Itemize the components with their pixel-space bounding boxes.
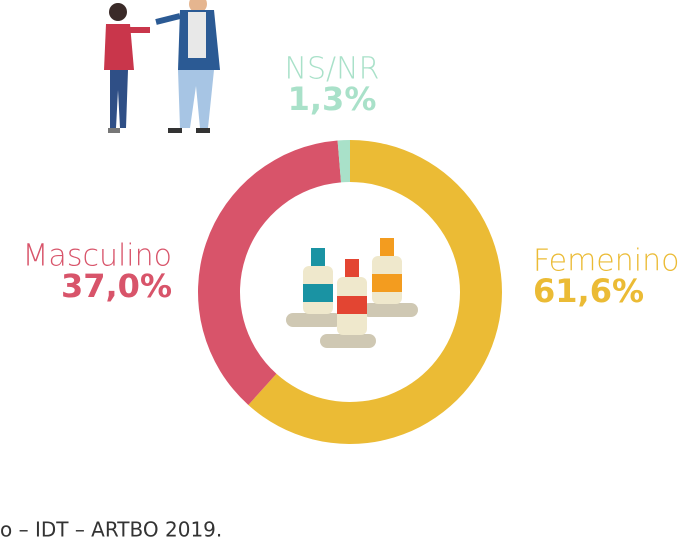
segment-value-label: 61,6%: [533, 272, 644, 310]
segment-value-label: 37,0%: [61, 267, 172, 305]
source-note: o – IDT – ARTBO 2019.: [0, 518, 222, 541]
people-illustration: [104, 0, 220, 133]
segment-value-label: 1,3%: [288, 80, 377, 118]
donut-segment: [198, 140, 342, 405]
paint-tubes-icon: [286, 238, 418, 348]
segment-label: NS/NR: [285, 52, 380, 87]
donut-segment: [337, 140, 350, 183]
segment-label: Masculino: [23, 239, 172, 274]
segment-label: Femenino: [533, 244, 679, 279]
donut-segment: [248, 140, 503, 444]
